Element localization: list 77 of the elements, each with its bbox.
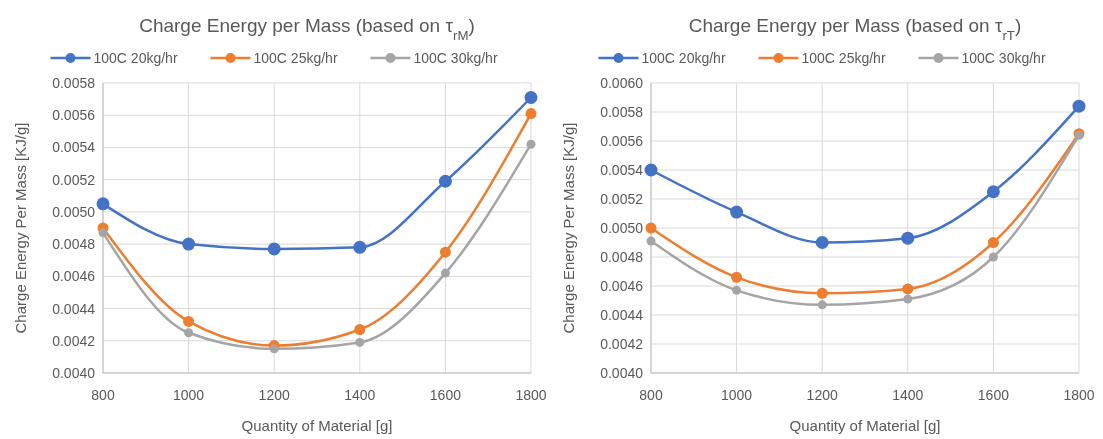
x-axis-title: Quantity of Material [g]	[789, 417, 941, 434]
y-tick-label: 0.0050	[600, 220, 644, 236]
point	[988, 252, 998, 262]
x-tick-label: 1400	[892, 387, 924, 403]
y-tick-label: 0.0052	[600, 191, 644, 207]
y-tick-label: 0.0056	[52, 107, 96, 124]
y-tick-label: 0.0058	[52, 75, 96, 91]
point	[440, 268, 450, 278]
point	[525, 108, 537, 120]
y-axis-title: Charge Energy Per Mass [KJ/g]	[12, 122, 29, 334]
y-tick-label: 0.0042	[52, 332, 96, 349]
y-tick-label: 0.0054	[52, 139, 96, 156]
point	[182, 237, 196, 251]
point	[439, 246, 451, 258]
point	[1072, 99, 1086, 113]
x-tick-label: 1000	[721, 387, 753, 403]
y-tick-label: 0.0044	[600, 307, 644, 323]
x-tick-label: 1200	[806, 387, 838, 403]
y-tick-label: 0.0052	[52, 171, 96, 188]
legend-label: 100C 30kg/hr	[961, 50, 1046, 66]
point	[730, 205, 744, 219]
y-tick-label: 0.0044	[52, 300, 96, 317]
point	[184, 328, 194, 338]
point	[815, 236, 829, 249]
y-tick-label: 0.0048	[600, 249, 644, 265]
y-tick-label: 0.0056	[600, 133, 644, 149]
x-tick-label: 800	[639, 387, 663, 403]
legend-label: 100C 20kg/hr	[641, 50, 726, 66]
point	[269, 344, 279, 354]
y-tick-label: 0.0060	[600, 75, 644, 91]
chart-title: Charge Energy per Mass (based on τ$_{rT}$)	[688, 15, 1022, 43]
legend-label: 100C 20kg/hr	[93, 50, 178, 66]
x-tick-label: 1600	[977, 387, 1010, 403]
chart-title: Charge Energy per Mass (based on τ$_{rM}$)	[139, 15, 475, 43]
point	[816, 287, 828, 299]
y-axis-title: Charge Energy Per Mass [KJ/g]	[560, 122, 577, 334]
point	[986, 185, 1000, 199]
y-tick-label: 0.0058	[600, 104, 644, 120]
x-tick-label: 1800	[1063, 387, 1095, 403]
point	[732, 285, 742, 295]
y-tick-label: 0.0046	[600, 278, 644, 294]
point	[98, 228, 108, 238]
point	[901, 231, 915, 245]
x-axis-title: Quantity of Material [g]	[241, 417, 393, 434]
x-tick-label: 1600	[429, 387, 462, 403]
x-tick-label: 800	[91, 387, 115, 403]
y-tick-label: 0.0046	[52, 268, 96, 285]
x-tick-label: 1800	[515, 387, 547, 403]
point	[353, 240, 367, 254]
point	[902, 283, 914, 295]
legend-label: 100C 30kg/hr	[413, 50, 498, 66]
point	[645, 222, 657, 234]
point	[183, 315, 195, 327]
y-tick-label: 0.0048	[52, 236, 96, 253]
y-tick-label: 0.0040	[600, 365, 644, 381]
point	[267, 242, 281, 256]
y-tick-label: 0.0040	[52, 365, 96, 381]
y-tick-label: 0.0042	[600, 336, 644, 352]
y-tick-label: 0.0050	[52, 203, 96, 220]
x-tick-label: 1200	[258, 387, 290, 403]
legend-label: 100C 25kg/hr	[253, 50, 338, 66]
legend-label: 100C 25kg/hr	[801, 50, 886, 66]
point	[646, 236, 656, 246]
point	[438, 174, 452, 188]
x-tick-label: 1400	[344, 387, 376, 403]
y-tick-label: 0.0054	[600, 162, 644, 178]
point	[644, 163, 658, 177]
point	[903, 294, 913, 304]
point	[354, 324, 366, 335]
point	[987, 237, 999, 248]
point	[526, 139, 536, 149]
point	[355, 337, 365, 347]
point	[731, 271, 743, 283]
point	[524, 91, 538, 104]
point	[817, 300, 827, 310]
x-tick-label: 1000	[173, 387, 205, 403]
point	[96, 197, 110, 211]
